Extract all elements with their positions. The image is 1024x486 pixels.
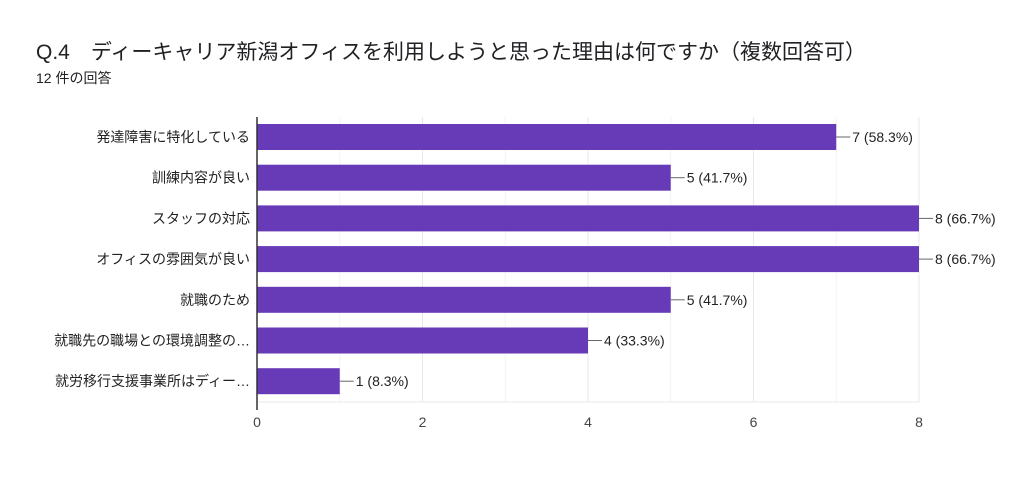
category-label: 就職先の職場との環境調整の… [54, 333, 250, 349]
data-label: 5 (41.7%) [687, 292, 748, 308]
category-label: 就労移行支援事業所はディー… [55, 373, 250, 389]
response-count: 12 件の回答 [36, 70, 112, 86]
bar [257, 205, 919, 232]
data-label: 7 (58.3%) [852, 129, 913, 145]
x-tick-label: 0 [253, 414, 261, 430]
category-label: オフィスの雰囲気が良い [96, 251, 250, 267]
bar [257, 164, 671, 191]
category-label: スタッフの対応 [152, 210, 250, 226]
bar [257, 368, 340, 395]
bar [257, 327, 588, 354]
data-label: 8 (66.7%) [935, 251, 996, 267]
category-label: 発達障害に特化している [96, 129, 250, 145]
x-tick-label: 2 [419, 414, 427, 430]
category-label: 訓練内容が良い [152, 170, 250, 186]
category-label: 就職のため [180, 292, 250, 308]
question-title: Q.4 ディーキャリア新潟オフィスを利用しようと思った理由は何ですか（複数回答可… [36, 41, 866, 64]
bar [257, 286, 671, 313]
x-tick-label: 4 [584, 414, 592, 430]
bar [257, 246, 919, 273]
x-tick-label: 8 [915, 414, 923, 430]
data-label: 4 (33.3%) [604, 333, 665, 349]
bar [257, 124, 837, 150]
x-tick-label: 6 [750, 414, 758, 430]
data-label: 8 (66.7%) [935, 210, 996, 226]
data-label: 5 (41.7%) [687, 170, 748, 186]
data-label: 1 (8.3%) [356, 373, 409, 389]
